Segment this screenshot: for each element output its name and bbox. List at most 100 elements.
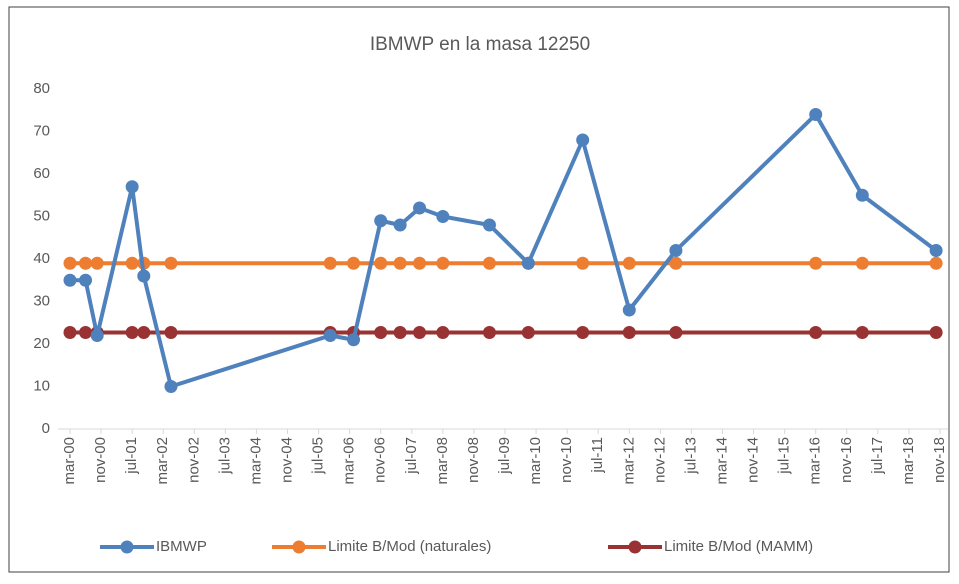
legend-marker bbox=[292, 540, 306, 554]
series-marker bbox=[63, 256, 77, 270]
x-tick-label: jul-13 bbox=[682, 437, 699, 475]
series-marker bbox=[393, 326, 407, 340]
x-tick-label: mar-04 bbox=[247, 437, 264, 485]
x-tick-label: jul-15 bbox=[776, 437, 793, 475]
x-tick-label: jul-11 bbox=[589, 437, 606, 474]
series-marker bbox=[125, 256, 139, 270]
x-tick-label: nov-18 bbox=[931, 437, 948, 483]
series-marker bbox=[393, 256, 407, 270]
x-tick-label: nov-02 bbox=[185, 437, 202, 483]
x-tick-label: mar-10 bbox=[527, 437, 544, 485]
x-tick-label: mar-06 bbox=[341, 437, 358, 485]
series-marker bbox=[164, 326, 178, 340]
y-tick-label: 80 bbox=[33, 80, 50, 97]
series-marker bbox=[374, 214, 388, 228]
x-tick-label: nov-04 bbox=[278, 437, 295, 483]
x-tick-label: nov-00 bbox=[92, 437, 109, 483]
series-marker bbox=[374, 326, 388, 340]
legend-marker bbox=[628, 540, 642, 554]
x-tick-label: jul-17 bbox=[869, 437, 886, 475]
series-marker bbox=[669, 326, 683, 340]
y-tick-label: 10 bbox=[33, 377, 50, 394]
x-tick-label: mar-16 bbox=[807, 437, 824, 485]
x-tick-label: nov-12 bbox=[651, 437, 668, 483]
series-marker bbox=[929, 326, 943, 340]
series-marker bbox=[576, 326, 590, 340]
x-tick-label: nov-14 bbox=[745, 437, 762, 483]
y-tick-label: 20 bbox=[33, 335, 50, 352]
x-tick-label: mar-00 bbox=[61, 437, 78, 485]
x-tick-label: nov-06 bbox=[372, 437, 389, 483]
series-marker bbox=[855, 188, 869, 202]
legend-label: Limite B/Mod (MAMM) bbox=[664, 538, 813, 555]
series-marker bbox=[347, 333, 361, 347]
y-tick-label: 70 bbox=[33, 122, 50, 139]
series-marker bbox=[323, 256, 337, 270]
series-marker bbox=[576, 133, 590, 147]
chart-frame bbox=[8, 6, 950, 573]
series-marker bbox=[669, 256, 683, 270]
series-marker bbox=[482, 256, 496, 270]
series-marker bbox=[809, 326, 823, 340]
series-marker bbox=[164, 380, 178, 393]
x-tick-label: mar-12 bbox=[620, 437, 637, 485]
x-tick-label: jul-03 bbox=[216, 437, 233, 475]
series-marker bbox=[809, 256, 823, 270]
series-marker bbox=[622, 303, 636, 317]
series-marker bbox=[374, 256, 388, 270]
series-marker bbox=[669, 244, 683, 257]
series-marker bbox=[809, 108, 823, 121]
series-marker bbox=[622, 256, 636, 270]
series-marker bbox=[521, 326, 535, 340]
series-marker bbox=[929, 244, 943, 257]
series-marker bbox=[855, 256, 869, 270]
series-marker bbox=[79, 273, 93, 287]
x-tick-label: mar-02 bbox=[154, 437, 171, 485]
x-tick-label: jul-09 bbox=[496, 437, 513, 475]
series-marker bbox=[79, 256, 93, 270]
series-marker bbox=[125, 326, 139, 340]
series-marker bbox=[137, 326, 151, 340]
series-marker bbox=[413, 201, 427, 215]
y-tick-label: 30 bbox=[33, 292, 50, 309]
series-marker bbox=[393, 218, 407, 232]
series-marker bbox=[482, 326, 496, 340]
series-marker bbox=[436, 326, 450, 340]
x-tick-label: mar-14 bbox=[713, 437, 730, 485]
legend-label: Limite B/Mod (naturales) bbox=[328, 538, 491, 555]
x-tick-label: nov-16 bbox=[838, 437, 855, 483]
x-tick-label: mar-08 bbox=[434, 437, 451, 485]
series-marker bbox=[929, 256, 943, 270]
series-marker bbox=[164, 256, 178, 270]
x-tick-label: nov-08 bbox=[465, 437, 482, 483]
series-marker bbox=[482, 218, 496, 232]
y-tick-label: 60 bbox=[33, 165, 50, 182]
series-marker bbox=[90, 329, 104, 342]
series-marker bbox=[125, 180, 139, 194]
legend-label: IBMWP bbox=[156, 538, 207, 555]
series-marker bbox=[79, 326, 93, 340]
series-marker bbox=[576, 256, 590, 270]
chart-title: IBMWP en la masa 12250 bbox=[370, 34, 590, 55]
series-marker bbox=[90, 256, 104, 270]
series-marker bbox=[63, 326, 77, 340]
y-tick-label: 0 bbox=[42, 420, 50, 437]
series-marker bbox=[436, 210, 450, 223]
series-line bbox=[70, 112, 938, 389]
y-tick-label: 40 bbox=[33, 250, 50, 267]
x-tick-label: mar-18 bbox=[900, 437, 917, 485]
series-marker bbox=[63, 273, 77, 287]
x-tick-label: jul-07 bbox=[403, 437, 420, 475]
series-marker bbox=[413, 326, 427, 340]
series-marker bbox=[323, 329, 337, 342]
series-marker bbox=[855, 326, 869, 340]
series-marker bbox=[521, 256, 535, 270]
y-tick-label: 50 bbox=[33, 207, 50, 224]
x-tick-label: jul-05 bbox=[310, 437, 327, 475]
x-tick-label: nov-10 bbox=[558, 437, 575, 483]
series-marker bbox=[347, 256, 361, 270]
series-marker bbox=[436, 256, 450, 270]
legend-marker bbox=[120, 540, 134, 554]
x-tick-label: jul-01 bbox=[123, 437, 140, 475]
